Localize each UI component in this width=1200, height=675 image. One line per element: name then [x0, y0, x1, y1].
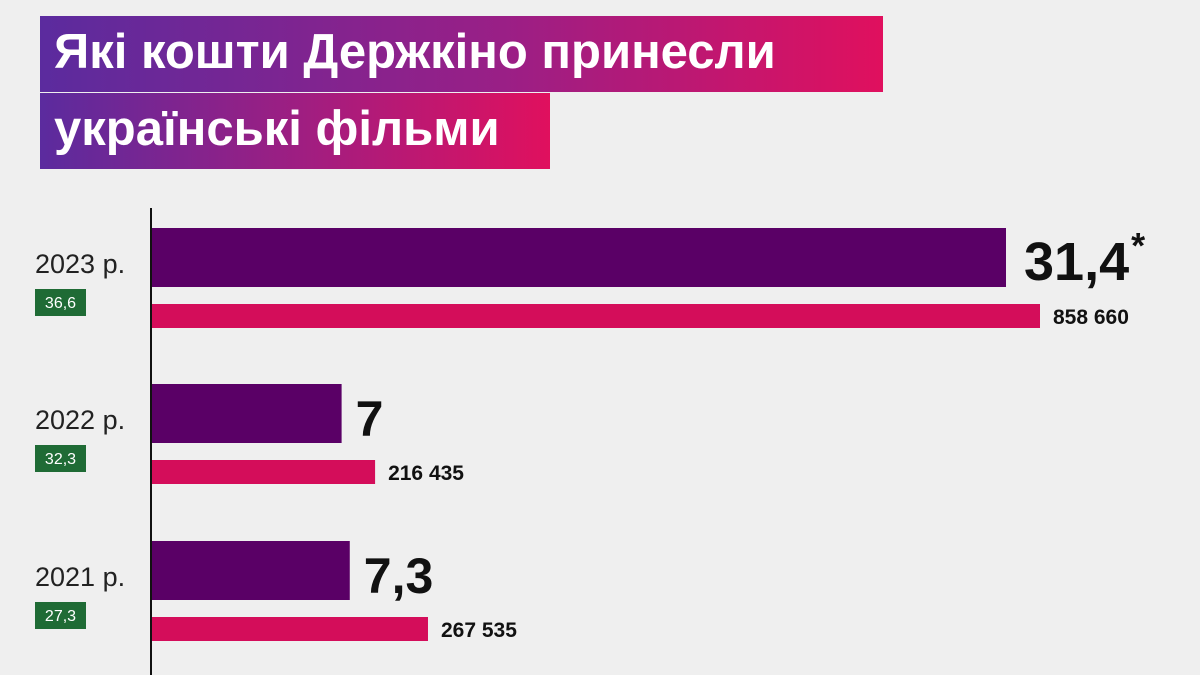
year-label: 2022 р. [35, 405, 125, 435]
badge-label: 27,3 [45, 608, 76, 625]
primary-bar [151, 228, 1006, 287]
secondary-value-label: 216 435 [388, 462, 464, 485]
secondary-bar [151, 617, 428, 641]
secondary-bar [151, 460, 376, 484]
title-line-1: Які кошти Держкіно принесли [40, 16, 883, 92]
value-badge [35, 602, 86, 629]
primary-value-label: 7,3 [364, 548, 434, 604]
title-line-2: українські фільми [40, 93, 550, 169]
secondary-value-label: 267 535 [441, 619, 517, 642]
secondary-value-label: 858 660 [1053, 306, 1129, 329]
value-badge [35, 289, 86, 316]
footnote-asterisk: * [1131, 225, 1145, 266]
year-label: 2023 р. [35, 249, 125, 279]
primary-value-label: 31,4 [1024, 232, 1129, 292]
year-label: 2021 р. [35, 562, 125, 592]
value-badge [35, 445, 86, 472]
badge-label: 36,6 [45, 295, 76, 312]
primary-bar [151, 384, 342, 443]
primary-value-label: 7 [356, 391, 384, 447]
primary-bar [151, 541, 350, 600]
badge-label: 32,3 [45, 451, 76, 468]
secondary-bar [151, 304, 1040, 328]
